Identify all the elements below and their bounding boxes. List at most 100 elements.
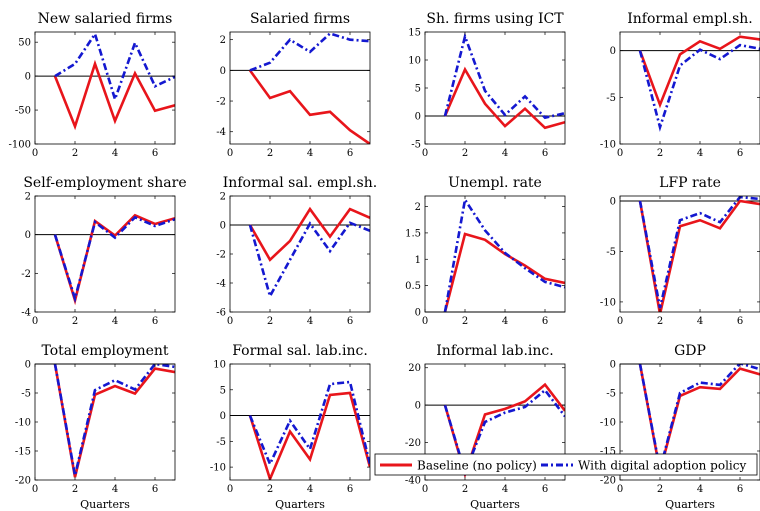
panel-title-salaried-firms: Salaried firms [250, 11, 350, 27]
series-digital-lfp-rate [638, 196, 760, 309]
x-tick-label-total-employment: 4 [112, 484, 118, 495]
y-tick-label-self-employment-share: 2 [25, 192, 31, 203]
y-tick-label-new-salaried-firms: 50 [18, 38, 31, 49]
panel-frame-total-employment [34, 363, 176, 481]
x-tick-label-informal-sal-empl-sh: 6 [347, 316, 353, 327]
y-tick-label-gdp: -10 [600, 418, 616, 429]
x-tick-label-informal-lab-inc: 4 [502, 484, 508, 495]
y-tick-label-unempl-rate: 0 [415, 308, 421, 319]
y-tick-label-unempl-rate: 1.5 [405, 228, 421, 239]
y-tick-label-formal-sal-lab-inc: -5 [216, 437, 226, 448]
panel-frame-informal-empl-sh [619, 31, 760, 145]
series-baseline-lfp-rate [638, 199, 760, 312]
series-digital-total-employment [53, 364, 175, 476]
y-tick-label-unempl-rate: 2 [415, 202, 421, 213]
panel-title-unempl-rate: Unempl. rate [448, 175, 542, 191]
series-baseline-sh-firms-using-ict [443, 66, 565, 130]
x-tick-label-total-employment: 2 [72, 484, 78, 495]
y-tick-label-gdp: -20 [600, 476, 616, 487]
y-tick-label-self-employment-share: 0 [25, 230, 31, 241]
series-digital-salaried-firms [249, 32, 370, 72]
y-tick-label-informal-lab-inc: -20 [405, 438, 421, 449]
x-tick-label-formal-sal-lab-inc: 4 [307, 484, 313, 495]
x-tick-label-gdp: 4 [697, 484, 703, 495]
panel-frame-unempl-rate [424, 195, 566, 313]
panel-formal-sal-lab-inc: Formal sal. lab.inc. 0 2 4 6 10 5 0 -5 -10 [210, 343, 371, 495]
x-tick-label-informal-sal-empl-sh: 2 [267, 316, 273, 327]
panel-title-informal-empl-sh: Informal empl.sh. [627, 11, 753, 27]
y-tick-label-new-salaried-firms: -100 [9, 140, 31, 151]
x-tick-label-new-salaried-firms: 0 [32, 148, 38, 159]
panel-title-informal-lab-inc: Informal lab.inc. [436, 343, 553, 359]
series-digital-sh-firms-using-ict [443, 32, 565, 120]
x-tick-label-lfp-rate: 0 [617, 316, 623, 327]
x-tick-label-informal-empl-sh: 0 [617, 148, 623, 159]
x-tick-label-sh-firms-using-ict: 0 [422, 148, 428, 159]
series-digital-informal-sal-empl-sh [248, 221, 370, 300]
panel-self-employment-share: Self-employment share 0 2 4 6 2 0 -2 -4 [21, 175, 186, 327]
y-tick-label-gdp: -5 [606, 389, 616, 400]
legend: Baseline (no policy) With digital adopti… [374, 453, 758, 476]
panel-informal-sal-empl-sh: Informal sal. empl.sh. 0 2 4 6 2 0 -2 -4 -6 [216, 175, 377, 327]
y-tick-label-informal-sal-empl-sh: 2 [220, 192, 226, 203]
x-tick-label-salaried-firms: 0 [227, 148, 233, 159]
y-tick-label-formal-sal-lab-inc: 10 [213, 360, 226, 371]
x-tick-label-unempl-rate: 0 [422, 316, 428, 327]
x-tick-label-total-employment: 0 [32, 484, 38, 495]
series-digital-formal-sal-lab-inc [248, 380, 370, 468]
panel-salaried-firms: Salaried firms 0 2 4 6 2 0 -2 -4 [216, 11, 371, 159]
y-tick-label-informal-empl-sh: 0 [610, 46, 616, 57]
x-tick-label-self-employment-share: 6 [152, 316, 158, 327]
panel-frame-self-employment-share [34, 195, 176, 313]
panel-frame-informal-lab-inc [424, 363, 566, 481]
x-tick-label-salaried-firms: 4 [307, 148, 313, 159]
y-tick-label-new-salaried-firms: 0 [25, 72, 31, 83]
y-tick-label-lfp-rate: -5 [606, 247, 616, 258]
panel-title-self-employment-share: Self-employment share [23, 175, 186, 191]
panel-frame-new-salaried-firms [34, 31, 176, 145]
legend-digital-label: With digital adoption policy [578, 459, 746, 473]
y-tick-label-lfp-rate: -10 [600, 297, 616, 308]
x-tick-label-informal-lab-inc: 2 [462, 484, 468, 495]
x-tick-label-informal-sal-empl-sh: 0 [227, 316, 233, 327]
y-tick-label-informal-sal-empl-sh: 0 [220, 221, 226, 232]
x-tick-label-self-employment-share: 4 [112, 316, 118, 327]
panel-title-new-salaried-firms: New salaried firms [38, 11, 173, 27]
panel-title-sh-firms-using-ict: Sh. firms using ICT [426, 11, 564, 27]
y-tick-label-informal-lab-inc: -40 [405, 476, 421, 487]
x-tick-label-salaried-firms: 6 [347, 148, 353, 159]
panel-frame-informal-sal-empl-sh [229, 195, 371, 313]
y-tick-label-total-employment: -20 [15, 476, 31, 487]
y-tick-label-salaried-firms: 0 [220, 66, 226, 77]
x-tick-label-lfp-rate: 6 [737, 316, 743, 327]
series-baseline-total-employment [53, 364, 175, 478]
x-tick-label-formal-sal-lab-inc: 2 [267, 484, 273, 495]
y-tick-label-new-salaried-firms: -50 [15, 106, 31, 117]
x-tick-label-lfp-rate: 2 [657, 316, 663, 327]
series-baseline-formal-sal-lab-inc [248, 391, 370, 480]
y-tick-label-sh-firms-using-ict: 5 [415, 84, 421, 95]
y-tick-label-informal-empl-sh: -5 [606, 93, 616, 104]
panel-frame-lfp-rate [619, 195, 760, 313]
panel-title-formal-sal-lab-inc: Formal sal. lab.inc. [232, 343, 368, 359]
x-tick-label-gdp: 0 [617, 484, 623, 495]
y-tick-label-total-employment: 0 [25, 360, 31, 371]
y-tick-label-informal-sal-empl-sh: -6 [216, 308, 226, 319]
y-tick-label-formal-sal-lab-inc: 5 [220, 385, 226, 396]
x-axis-labels: Quarters Quarters Quarters Quarters [80, 498, 715, 511]
series-baseline-new-salaried-firms [53, 59, 175, 131]
x-axis-label-col2: Quarters [275, 498, 325, 511]
series-digital-new-salaried-firms [54, 32, 175, 104]
y-tick-label-sh-firms-using-ict: 15 [408, 28, 421, 39]
y-tick-label-sh-firms-using-ict: -5 [411, 140, 421, 151]
series-baseline-self-employment-share [53, 213, 175, 306]
x-tick-label-unempl-rate: 6 [542, 316, 548, 327]
x-axis-label-col1: Quarters [80, 498, 130, 511]
series-digital-unempl-rate [443, 196, 565, 312]
panel-title-lfp-rate: LFP rate [659, 175, 721, 191]
legend-baseline-label: Baseline (no policy) [417, 459, 537, 473]
series-baseline-unempl-rate [443, 232, 565, 312]
